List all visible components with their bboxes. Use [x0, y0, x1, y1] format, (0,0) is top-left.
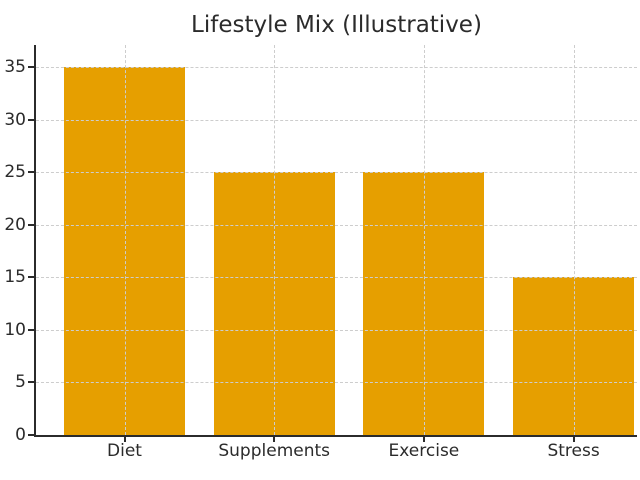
- y-tick-mark: [28, 381, 34, 384]
- y-tick-label: 30: [4, 109, 26, 130]
- y-tick-mark: [28, 434, 34, 436]
- y-tick-mark: [28, 223, 34, 226]
- x-tick-mark: [572, 437, 575, 442]
- plot-area: [36, 45, 637, 435]
- chart-title: Lifestyle Mix (Illustrative): [191, 12, 482, 38]
- x-gridline: [573, 45, 575, 435]
- x-gridline: [274, 45, 276, 435]
- y-gridline: [36, 224, 637, 226]
- y-tick-mark: [28, 66, 34, 69]
- x-gridline: [423, 45, 425, 435]
- y-gridline: [36, 329, 637, 331]
- y-tick-mark: [28, 118, 34, 121]
- y-tick-mark: [28, 328, 34, 331]
- x-tick-mark: [123, 437, 126, 442]
- x-tick-label: Diet: [107, 441, 142, 461]
- y-tick-label: 10: [4, 319, 26, 340]
- x-tick-label: Exercise: [388, 441, 460, 461]
- y-tick-label: 25: [4, 162, 26, 183]
- y-gridline: [36, 172, 637, 174]
- y-axis-spine: [34, 45, 36, 437]
- y-tick-label: 5: [15, 372, 26, 393]
- x-gridline: [124, 45, 126, 435]
- y-gridline: [36, 119, 637, 121]
- x-axis-spine: [34, 435, 637, 437]
- y-gridline: [36, 277, 637, 279]
- y-tick-mark: [28, 171, 34, 174]
- y-gridline: [36, 67, 637, 69]
- y-tick-mark: [28, 276, 34, 279]
- y-gridline: [36, 382, 637, 384]
- x-tick-label: Supplements: [218, 441, 331, 461]
- x-tick-mark: [422, 437, 425, 442]
- x-tick-label: Stress: [547, 441, 600, 461]
- y-tick-label: 20: [4, 214, 26, 235]
- y-tick-label: 35: [4, 57, 26, 78]
- y-tick-label: 0: [15, 425, 26, 445]
- x-tick-mark: [273, 437, 276, 442]
- y-tick-label: 15: [4, 267, 26, 288]
